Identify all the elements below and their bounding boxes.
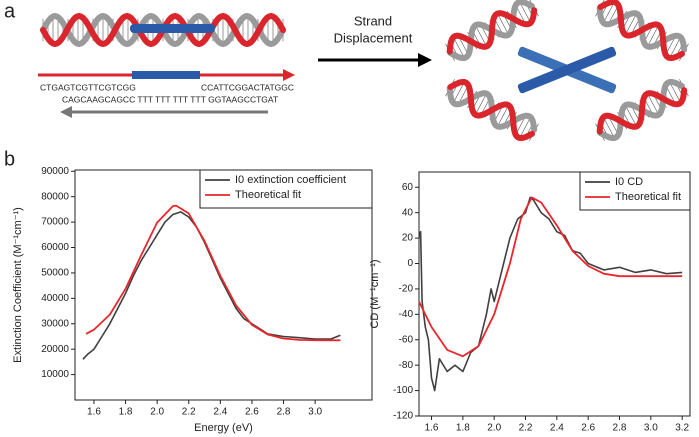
base-pair: [454, 83, 464, 102]
y-tick-label: 40000: [41, 293, 69, 304]
y-tick-label: -60: [399, 334, 414, 345]
base-pair: [626, 15, 636, 33]
x-axis-label: Energy (eV): [194, 422, 253, 434]
x-tick-label: 2.8: [613, 423, 627, 434]
base-pair: [515, 6, 526, 24]
legend-label: Theoretical fit: [615, 191, 681, 203]
data-line: [418, 196, 683, 358]
base-pair: [608, 6, 619, 24]
y-tick-label: -120: [393, 411, 413, 422]
x-tick-label: 2.2: [182, 407, 196, 418]
y-axis-label: Extinction Coefficient (M⁻¹cm⁻¹): [12, 207, 24, 363]
base-pair: [458, 36, 469, 54]
y-axis-label: CD (M⁻¹cm⁻¹): [369, 259, 381, 328]
y-tick-label: -100: [393, 385, 413, 396]
x-tick-label: 3.2: [675, 423, 689, 434]
panel-label: b: [4, 148, 15, 170]
data-line: [85, 204, 341, 342]
sequence: CCATTCGGACTATGGC: [201, 82, 294, 92]
x-tick-label: 1.8: [119, 407, 133, 418]
data-line: [418, 196, 683, 392]
y-tick-label: 20000: [41, 344, 69, 355]
helix-strand: [597, 0, 685, 62]
x-tick-label: 2.0: [487, 423, 501, 434]
y-tick-label: -20: [399, 284, 414, 295]
base-pair: [626, 107, 636, 125]
y-tick-label: 90000: [41, 166, 69, 177]
y-tick-label: 60: [402, 182, 414, 193]
duplex-segment: [130, 24, 215, 33]
arrowhead: [283, 69, 295, 81]
helix: [445, 78, 539, 142]
helix-strand: [447, 78, 535, 142]
base-pair: [648, 95, 658, 113]
base-pair: [498, 107, 508, 125]
junction-arm: [517, 46, 617, 94]
x-tick-label: 2.6: [581, 423, 595, 434]
base-pair: [665, 36, 676, 54]
helix: [445, 0, 539, 62]
x-tick-label: 2.8: [277, 407, 291, 418]
y-tick-label: 0: [407, 258, 413, 269]
x-tick-label: 3.0: [644, 423, 658, 434]
base-pair: [520, 3, 530, 22]
base-pair: [498, 15, 508, 33]
x-tick-label: 2.2: [519, 423, 533, 434]
base-pair: [670, 38, 680, 57]
base-pair: [608, 116, 619, 134]
x-tick-label: 2.0: [150, 407, 164, 418]
x-tick-label: 1.6: [425, 423, 439, 434]
y-tick-label: 10000: [41, 369, 69, 380]
helix: [595, 0, 689, 62]
x-tick-label: 3.0: [308, 407, 322, 418]
sequence: CTGAGTCGTTCGTCGG: [40, 82, 136, 92]
helix-strand: [446, 7, 538, 55]
base-pair: [604, 118, 614, 137]
x-tick-label: 1.6: [87, 407, 101, 418]
y-tick-label: 50000: [41, 268, 69, 279]
base-pair: [515, 116, 526, 134]
y-tick-label: 80000: [41, 191, 69, 202]
legend-box: [579, 171, 691, 211]
y-tick-label: 20: [402, 233, 414, 244]
strand-segment: [132, 71, 200, 79]
x-tick-label: 2.6: [245, 407, 259, 418]
y-tick-label: 40: [402, 207, 414, 218]
base-pair: [454, 38, 464, 57]
diagram: CTGAGTCGTTCGTCGG CCATTCGGACTATGGC CAGCAA…: [38, 0, 689, 142]
panel-label: a: [4, 0, 16, 22]
x-tick-label: 2.4: [550, 423, 564, 434]
y-tick-label: 70000: [41, 217, 69, 228]
x-tick-label: 2.4: [213, 407, 227, 418]
helix-strand: [596, 87, 688, 135]
legend-label: I0 CD: [615, 176, 643, 188]
base-pair: [458, 86, 469, 104]
plot-frame: [418, 171, 691, 417]
helix: [595, 78, 689, 142]
legend-box: [199, 169, 373, 209]
arrowhead: [60, 106, 72, 118]
x-tick-label: 1.8: [456, 423, 470, 434]
legend-label: Theoretical fit: [235, 189, 301, 201]
base-pair: [520, 118, 530, 137]
base-pair: [670, 83, 680, 102]
y-tick-label: 60000: [41, 242, 69, 253]
arrow-label: Displacement: [334, 30, 413, 45]
base-pair: [665, 86, 676, 104]
arrow-label: Strand: [354, 13, 392, 28]
arrowhead: [418, 53, 432, 67]
base-pair: [648, 27, 658, 45]
y-tick-label: -80: [399, 360, 414, 371]
base-pair: [476, 27, 486, 45]
data-line: [82, 211, 341, 360]
y-tick-label: 30000: [41, 318, 69, 329]
sequence: CAGCAAGCAGCC TTT TTT TTT TTT GGTAAGCCTGA…: [62, 94, 278, 104]
base-pair: [604, 3, 614, 22]
base-pair: [476, 95, 486, 113]
y-tick-label: -40: [399, 309, 414, 320]
legend-label: I0 extinction coefficient: [235, 174, 346, 186]
